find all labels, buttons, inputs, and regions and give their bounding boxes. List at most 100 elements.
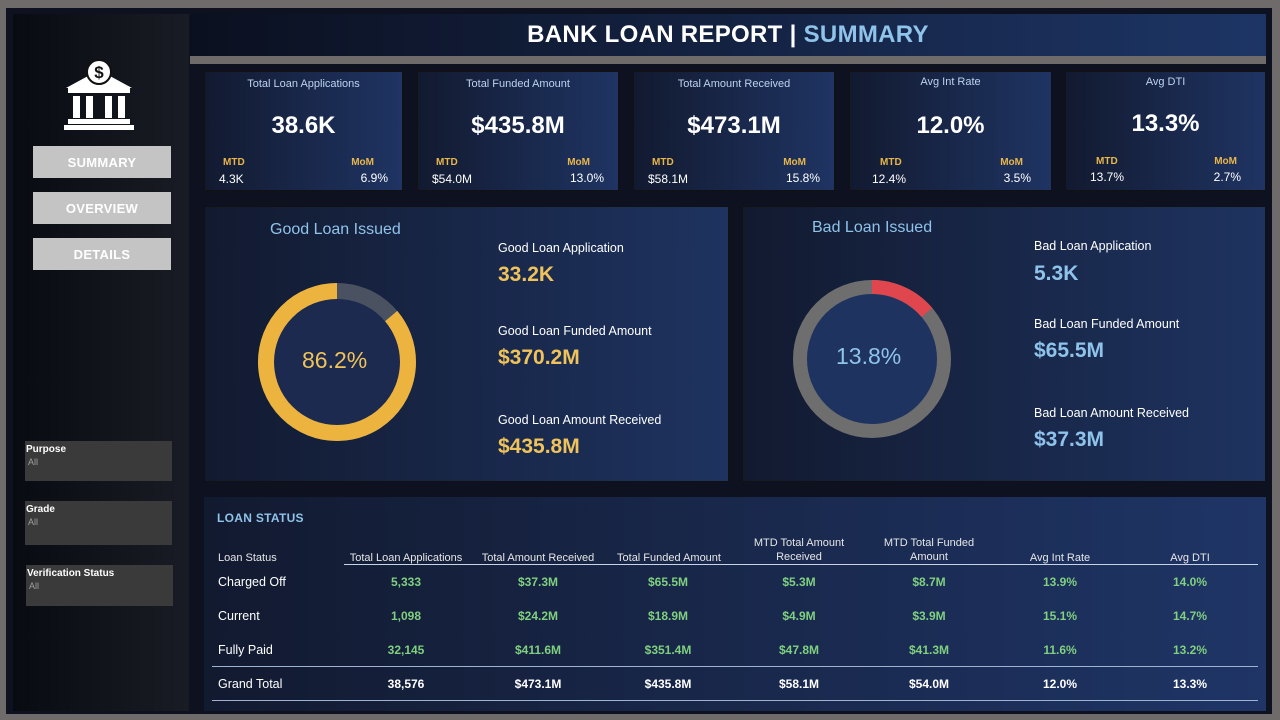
table-cell: 1,098 <box>390 609 422 623</box>
total-cell: 13.3% <box>1172 677 1208 691</box>
nav-summary-button[interactable]: SUMMARY <box>33 146 171 178</box>
kpi-value: $435.8M <box>471 112 565 139</box>
table-cell: $37.3M <box>517 575 559 589</box>
header-gap <box>190 56 1266 64</box>
verification-status-filter[interactable]: Verification Status All <box>26 565 173 606</box>
table-cell: $8.7M <box>912 575 946 589</box>
table-cell: 14.7% <box>1172 609 1208 623</box>
kpi-mtd-label: MTD <box>880 157 902 168</box>
bad-loan-percent: 13.8% <box>836 343 902 369</box>
table-cell: $24.2M <box>517 609 559 623</box>
col-header-avg-dti: Avg DTI <box>1170 552 1210 564</box>
verification-filter-value: All <box>29 581 40 591</box>
title-separator: | <box>789 21 797 48</box>
bad-loan-received-label: Bad Loan Amount Received <box>1034 406 1189 420</box>
loan-status-title: LOAN STATUS <box>217 511 304 525</box>
kpi-value: 38.6K <box>271 112 336 139</box>
loan-status-table: LOAN STATUS Loan Status Total Loan Appli… <box>204 497 1266 711</box>
table-cell: $65.5M <box>647 575 689 589</box>
good-loan-received-value: $435.8M <box>498 435 580 458</box>
svg-text:$: $ <box>94 63 104 82</box>
kpi-mom-label: MoM <box>351 157 374 168</box>
purpose-filter[interactable]: Purpose All <box>25 441 172 481</box>
kpi-mom-label: MoM <box>1000 157 1023 168</box>
purpose-filter-label: Purpose <box>26 444 67 455</box>
kpi-title: Total Funded Amount <box>466 78 570 90</box>
good-loan-percent: 86.2% <box>302 347 368 373</box>
kpi-value: $473.1M <box>687 112 781 139</box>
kpi-mtd-value: $54.0M <box>432 172 473 186</box>
table-cell: 5,333 <box>390 575 422 589</box>
good-loan-received-label: Good Loan Amount Received <box>498 413 662 427</box>
kpi-mtd-value: 12.4% <box>872 172 907 186</box>
bad-loan-application-value: 5.3K <box>1034 262 1079 285</box>
row-label-grand-total: Grand Total <box>218 677 283 691</box>
table-cell: 13.2% <box>1172 643 1208 657</box>
total-cell: $58.1M <box>778 677 820 691</box>
kpi-total-loan-applications: Total Loan Applications 38.6K MTD 4.3K M… <box>204 71 403 191</box>
bad-loan-funded-label: Bad Loan Funded Amount <box>1034 317 1180 331</box>
kpi-mom-label: MoM <box>783 157 806 168</box>
grade-filter-value: All <box>28 517 39 527</box>
col-header-mtd-total-funded-amount: MTD Total Funded Amount <box>883 537 975 563</box>
kpi-mtd-label: MTD <box>436 157 458 168</box>
nav-details-label: DETAILS <box>73 246 131 262</box>
table-cell: $351.4M <box>644 643 692 657</box>
kpi-value: 12.0% <box>916 112 985 139</box>
bad-loan-funded-value: $65.5M <box>1034 339 1105 362</box>
kpi-mtd-label: MTD <box>223 157 245 168</box>
kpi-total-funded-amount: Total Funded Amount $435.8M MTD $54.0M M… <box>417 71 619 191</box>
total-cell: 38,576 <box>387 677 425 691</box>
kpi-total-amount-received: Total Amount Received $473.1M MTD $58.1M… <box>633 71 835 191</box>
table-cell: 14.0% <box>1172 575 1208 589</box>
table-cell: $18.9M <box>647 609 689 623</box>
kpi-title: Avg DTI <box>1145 76 1186 88</box>
good-loan-title: Good Loan Issued <box>270 221 401 238</box>
nav-overview-label: OVERVIEW <box>65 200 139 216</box>
table-cell: $4.9M <box>782 609 816 623</box>
table-cell: 32,145 <box>387 643 425 657</box>
kpi-avg-int-rate: Avg Int Rate 12.0% MTD 12.4% MoM 3.5% <box>849 71 1052 191</box>
nav-details-button[interactable]: DETAILS <box>33 238 171 270</box>
bad-loan-application-label: Bad Loan Application <box>1034 239 1152 253</box>
header-divider <box>344 564 1258 565</box>
kpi-mtd-value: $58.1M <box>648 172 689 186</box>
kpi-mom-value: 15.8% <box>785 171 820 185</box>
total-cell: $54.0M <box>908 677 950 691</box>
kpi-avg-dti: Avg DTI 13.3% MTD 13.7% MoM 2.7% <box>1065 71 1266 191</box>
row-label-charged-off: Charged Off <box>218 575 286 589</box>
table-cell: $5.3M <box>782 575 816 589</box>
kpi-title: Avg Int Rate <box>920 76 981 88</box>
grade-filter[interactable]: Grade All <box>25 501 172 545</box>
col-header-mtd-total-amount-received: MTD Total Amount Received <box>753 537 845 563</box>
col-header-total-funded-amount: Total Funded Amount <box>617 552 721 564</box>
row-label-current: Current <box>218 609 260 623</box>
kpi-mtd-label: MTD <box>652 157 674 168</box>
kpi-title: Total Loan Applications <box>247 78 360 90</box>
bad-loan-title: Bad Loan Issued <box>812 219 933 236</box>
col-header-total-amount-received: Total Amount Received <box>481 552 595 564</box>
kpi-mom-label: MoM <box>567 157 590 168</box>
good-loan-funded-value: $370.2M <box>498 346 580 369</box>
report-subtitle: SUMMARY <box>803 21 929 48</box>
kpi-mom-value: 6.9% <box>360 171 388 185</box>
table-cell: $41.3M <box>908 643 950 657</box>
report-title: BANK LOAN REPORT <box>527 21 783 48</box>
table-cell: 13.9% <box>1042 575 1078 589</box>
nav-overview-button[interactable]: OVERVIEW <box>33 192 171 224</box>
bad-loan-donut-arc <box>793 280 951 438</box>
kpi-mtd-value: 13.7% <box>1090 170 1125 184</box>
good-loan-funded-label: Good Loan Funded Amount <box>498 324 652 338</box>
total-cell: 12.0% <box>1042 677 1078 691</box>
table-cell: 11.6% <box>1043 643 1077 657</box>
kpi-mom-label: MoM <box>1214 156 1237 167</box>
good-loan-donut-arc <box>258 283 416 441</box>
bad-loan-donut <box>793 280 951 438</box>
bad-loan-received-value: $37.3M <box>1034 428 1105 451</box>
table-cell: $3.9M <box>912 609 946 623</box>
report-header: BANK LOAN REPORT | SUMMARY <box>190 14 1266 56</box>
table-cell: 15.1% <box>1042 609 1078 623</box>
table-cell: $47.8M <box>778 643 820 657</box>
total-cell: $435.8M <box>644 677 692 691</box>
col-header-avg-int-rate: Avg Int Rate <box>1029 552 1091 564</box>
